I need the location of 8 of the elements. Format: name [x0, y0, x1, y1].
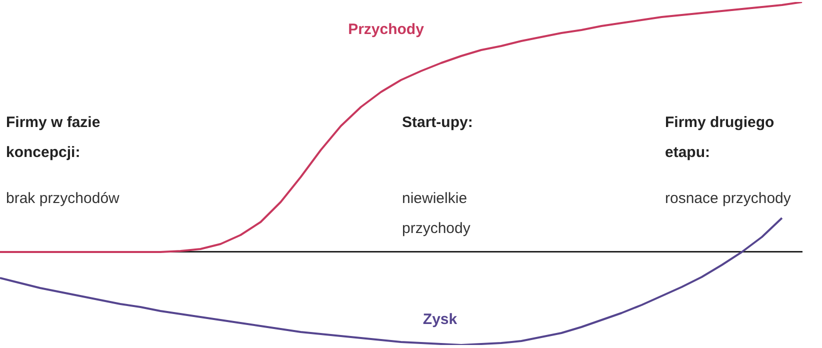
annotation: brak przychodów — [6, 189, 120, 209]
series-label: Zysk — [422, 311, 458, 328]
annotation: rosnace przychody — [665, 189, 792, 209]
annotation: niewielkie przychody — [402, 189, 472, 239]
annotation: Start-upy: — [402, 113, 474, 133]
series-label: Przychody — [348, 21, 425, 38]
annotation: Firmy w fazie koncepcji: — [6, 113, 102, 163]
annotation: Firmy drugiego etapu: — [665, 113, 776, 163]
